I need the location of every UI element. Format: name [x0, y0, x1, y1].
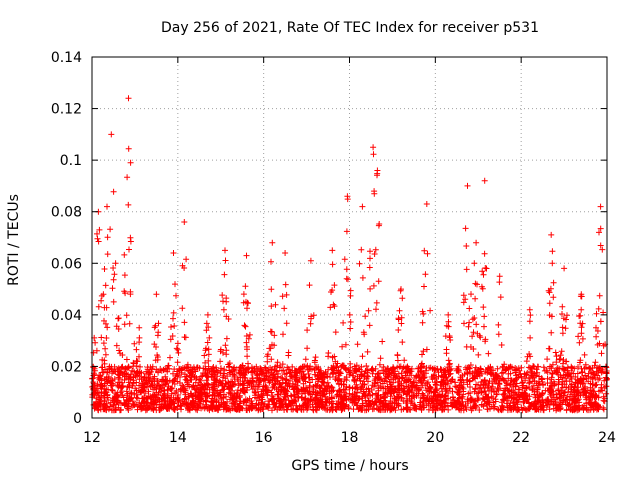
y-tick-label: 0.06	[51, 256, 82, 272]
y-tick-label: 0.1	[60, 153, 82, 169]
x-tick-label: 12	[83, 430, 101, 446]
chart-title: Day 256 of 2021, Rate Of TEC Index for r…	[161, 20, 539, 36]
x-tick-label: 16	[255, 430, 273, 446]
axes: 12 14 16 18 20 22 24 0 0.02 0.04 0.06 0.08 0.1 0.12 0.…	[51, 50, 616, 446]
x-axis-label: GPS time / hours	[291, 458, 408, 474]
y-tick-label: 0.02	[51, 359, 82, 375]
grid	[92, 57, 607, 418]
x-tick-label: 24	[598, 430, 616, 446]
y-axis-label: ROTI / TECUs	[6, 194, 22, 286]
y-tick-label: 0.08	[51, 205, 82, 221]
y-tick-label: 0.04	[51, 308, 82, 324]
y-tick-label: 0.14	[51, 50, 82, 66]
roti-markers	[89, 95, 610, 414]
x-tick-label: 14	[169, 430, 187, 446]
y-tick-label: 0.12	[51, 102, 82, 118]
data-points	[89, 95, 610, 414]
x-tick-label: 22	[512, 430, 530, 446]
x-tick-label: 18	[341, 430, 359, 446]
x-tick-label: 20	[426, 430, 444, 446]
y-tick-label: 0	[73, 411, 82, 427]
